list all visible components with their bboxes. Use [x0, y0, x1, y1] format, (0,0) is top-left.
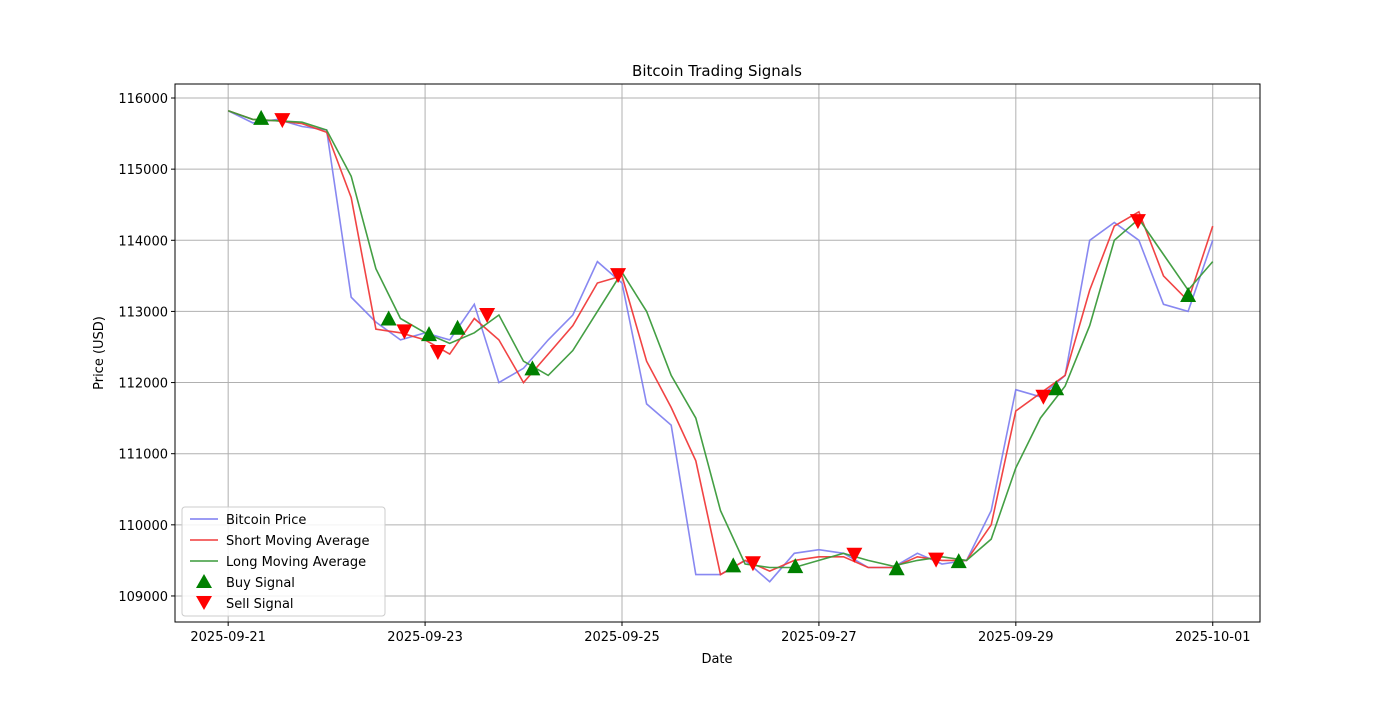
axis-ticks: 2025-09-21 2025-09-23 2025-09-25 2025-09-27… [118, 92, 1250, 645]
sell-signal-marker [274, 113, 291, 129]
signal-markers [253, 109, 1197, 576]
y-tick-label: 116000 [118, 92, 168, 107]
grid-lines [175, 84, 1260, 622]
y-tick-label: 115000 [118, 163, 168, 178]
long-moving-average-line [227, 110, 1214, 569]
buy-signal-marker [1180, 287, 1197, 303]
x-tick-label: 2025-09-21 [190, 630, 266, 645]
y-tick-label: 109000 [118, 590, 168, 605]
buy-signal-marker [787, 558, 804, 574]
sell-signal-marker [479, 307, 496, 323]
y-tick-label: 110000 [118, 519, 168, 534]
sell-signal-marker [610, 268, 627, 284]
buy-signal-marker [421, 326, 438, 342]
y-axis-label: Price (USD) [92, 316, 107, 390]
y-tick-label: 111000 [118, 448, 168, 463]
y-tick-label: 114000 [118, 234, 168, 249]
legend-price-label: Bitcoin Price [226, 513, 306, 528]
buy-signal-marker [524, 360, 541, 376]
x-tick-label: 2025-09-23 [387, 630, 463, 645]
buy-signal-marker [888, 560, 905, 576]
buy-signal-marker [950, 553, 967, 569]
x-axis-label: Date [701, 652, 732, 667]
legend-buy-marker-icon [196, 574, 212, 588]
sell-signal-marker [744, 556, 761, 572]
x-tick-label: 2025-09-25 [584, 630, 660, 645]
y-tick-label: 112000 [118, 377, 168, 392]
chart-title: Bitcoin Trading Signals [632, 62, 802, 80]
sell-signal-marker [1035, 389, 1052, 405]
buy-signal-marker [253, 109, 270, 125]
buy-signal-marker [380, 310, 397, 326]
legend-box [181, 506, 386, 617]
series-lines [227, 110, 1214, 583]
short-moving-average-line [227, 110, 1214, 576]
legend-short-ma-label: Short Moving Average [226, 534, 370, 549]
legend: Bitcoin Price Short Moving Average Long … [181, 506, 386, 617]
sell-signal-marker [846, 547, 863, 563]
sell-signal-marker [396, 324, 413, 340]
sell-signal-marker [928, 552, 945, 568]
buy-signal-marker [449, 319, 466, 335]
x-tick-label: 2025-09-29 [978, 630, 1054, 645]
legend-sell-marker-icon [196, 596, 212, 610]
sell-signal-marker [1129, 214, 1146, 230]
x-tick-label: 2025-09-27 [781, 630, 857, 645]
legend-sell-label: Sell Signal [226, 597, 294, 612]
x-tick-label: 2025-10-01 [1175, 630, 1251, 645]
sell-signal-marker [429, 344, 446, 360]
legend-buy-label: Buy Signal [226, 576, 295, 591]
legend-long-ma-label: Long Moving Average [226, 555, 366, 570]
plot-frame [174, 83, 1261, 623]
y-tick-label: 113000 [118, 305, 168, 320]
buy-signal-marker [1048, 380, 1065, 396]
buy-signal-marker [725, 557, 742, 573]
